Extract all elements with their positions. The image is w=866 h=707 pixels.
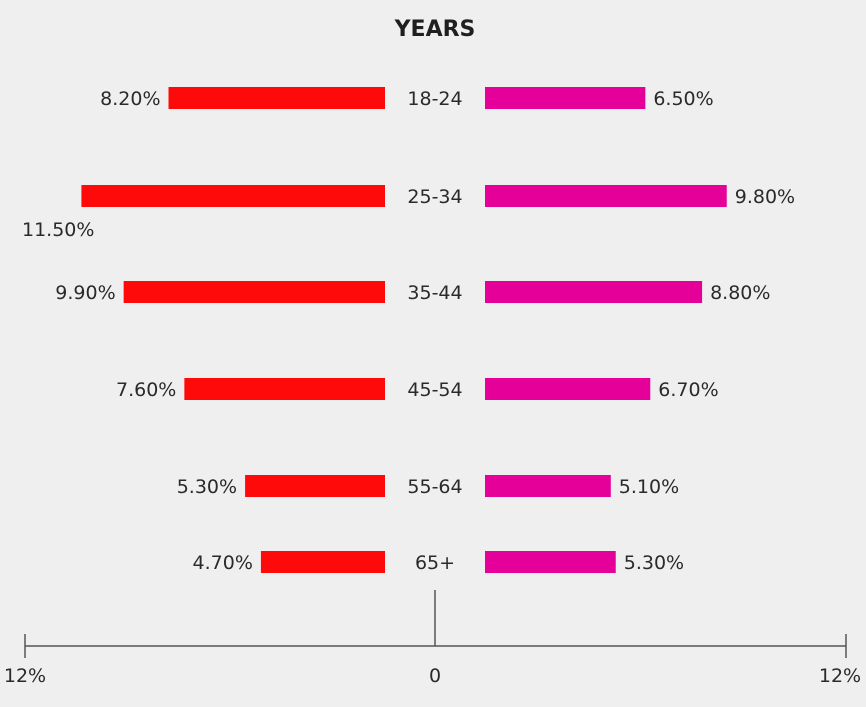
- bar-right-18-24: [485, 87, 646, 109]
- bar-left-45-54: [184, 378, 385, 400]
- bar-right-65+: [485, 551, 616, 573]
- axis-tick-label-right: 12%: [819, 665, 861, 687]
- value-label-right: 8.80%: [710, 282, 770, 304]
- value-label-right: 6.70%: [658, 379, 718, 401]
- bar-left-18-24: [168, 87, 385, 109]
- bar-right-45-54: [485, 378, 651, 400]
- value-label-right: 5.30%: [624, 552, 684, 574]
- category-label: 25-34: [407, 186, 462, 208]
- value-label-left: 5.30%: [177, 476, 237, 498]
- value-label-left: 4.70%: [193, 552, 253, 574]
- value-label-right: 6.50%: [653, 88, 713, 110]
- bar-right-25-34: [485, 185, 727, 207]
- value-label-left: 7.60%: [116, 379, 176, 401]
- bar-left-25-34: [81, 185, 386, 207]
- bar-left-65+: [260, 551, 385, 573]
- value-label-left: 11.50%: [22, 219, 94, 241]
- category-label: 45-54: [407, 379, 462, 401]
- category-label: 65+: [415, 552, 455, 574]
- bar-right-55-64: [485, 475, 611, 497]
- bar-right-35-44: [485, 281, 703, 303]
- bar-left-35-44: [123, 281, 385, 303]
- axis-tick-label-center: 0: [429, 665, 441, 687]
- chart-title: YEARS: [394, 17, 476, 42]
- bar-left-55-64: [245, 475, 385, 497]
- category-label: 55-64: [407, 476, 462, 498]
- category-label: 18-24: [407, 88, 462, 110]
- value-label-left: 9.90%: [55, 282, 115, 304]
- axis-tick-label-left: 12%: [4, 665, 46, 687]
- value-label-right: 9.80%: [735, 186, 795, 208]
- value-label-left: 8.20%: [100, 88, 160, 110]
- category-label: 35-44: [407, 282, 462, 304]
- value-label-right: 5.10%: [619, 476, 679, 498]
